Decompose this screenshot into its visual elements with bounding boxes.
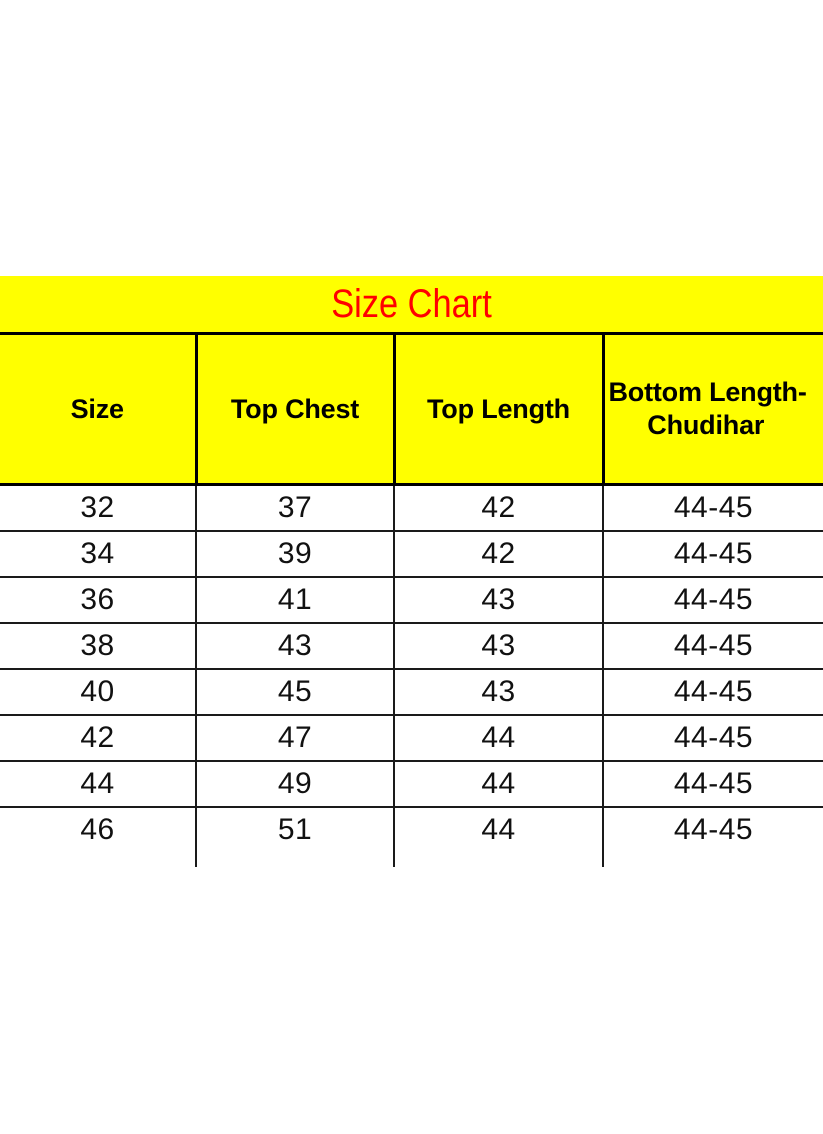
cell-top-length: 42	[394, 531, 603, 577]
column-header-bottom-length-line2: Chudihar	[611, 409, 802, 442]
cell-bottom-length: 44-45	[603, 761, 823, 807]
cell-top-length: 42	[394, 485, 603, 531]
size-chart-header-block: Size Chart Size Top Chest Top Length Bot…	[0, 276, 823, 853]
cell-size: 40	[0, 669, 196, 715]
cell-bottom-length: 44-45	[603, 807, 823, 853]
cell-top-chest: 49	[196, 761, 394, 807]
cell-top-length: 44	[394, 761, 603, 807]
cell-bottom-length: 44-45	[603, 715, 823, 761]
cell-size: 34	[0, 531, 196, 577]
cell-size: 44	[0, 761, 196, 807]
table-header-row: Size Top Chest Top Length Bottom Length-…	[0, 334, 823, 485]
cell-top-length: 43	[394, 669, 603, 715]
page-title: Size Chart	[58, 276, 766, 332]
cell-top-chest: 37	[196, 485, 394, 531]
size-chart-table: Size Top Chest Top Length Bottom Length-…	[0, 332, 823, 853]
column-header-bottom-length-line1: Bottom Length-	[609, 376, 823, 409]
cell-bottom-length: 44-45	[603, 623, 823, 669]
column-header-top-length: Top Length	[394, 334, 603, 485]
cell-bottom-length: 44-45	[603, 577, 823, 623]
cell-top-chest: 39	[196, 531, 394, 577]
column-header-top-chest: Top Chest	[196, 334, 394, 485]
cell-top-length: 44	[394, 807, 603, 853]
cell-size: 36	[0, 577, 196, 623]
column-divider-1-stub	[195, 853, 197, 867]
cell-top-chest: 41	[196, 577, 394, 623]
cell-size: 46	[0, 807, 196, 853]
cell-top-chest: 47	[196, 715, 394, 761]
cell-bottom-length: 44-45	[603, 531, 823, 577]
cell-size: 38	[0, 623, 196, 669]
column-header-size: Size	[0, 334, 196, 485]
cell-top-length: 44	[394, 715, 603, 761]
cell-top-chest: 45	[196, 669, 394, 715]
table-divider-stubs	[0, 853, 823, 867]
cell-top-length: 43	[394, 623, 603, 669]
cell-bottom-length: 44-45	[603, 669, 823, 715]
cell-size: 42	[0, 715, 196, 761]
cell-bottom-length: 44-45	[603, 485, 823, 531]
top-whitespace	[0, 0, 823, 276]
column-divider-3-stub	[602, 853, 604, 867]
table-header: Size Top Chest Top Length Bottom Length-…	[0, 334, 823, 485]
cell-top-length: 43	[394, 577, 603, 623]
cell-top-chest: 43	[196, 623, 394, 669]
column-divider-2-stub	[393, 853, 395, 867]
column-header-bottom-length-chudihar: Bottom Length- Chudihar	[603, 334, 823, 485]
cell-size: 32	[0, 485, 196, 531]
cell-top-chest: 51	[196, 807, 394, 853]
bottom-whitespace	[0, 867, 823, 1134]
